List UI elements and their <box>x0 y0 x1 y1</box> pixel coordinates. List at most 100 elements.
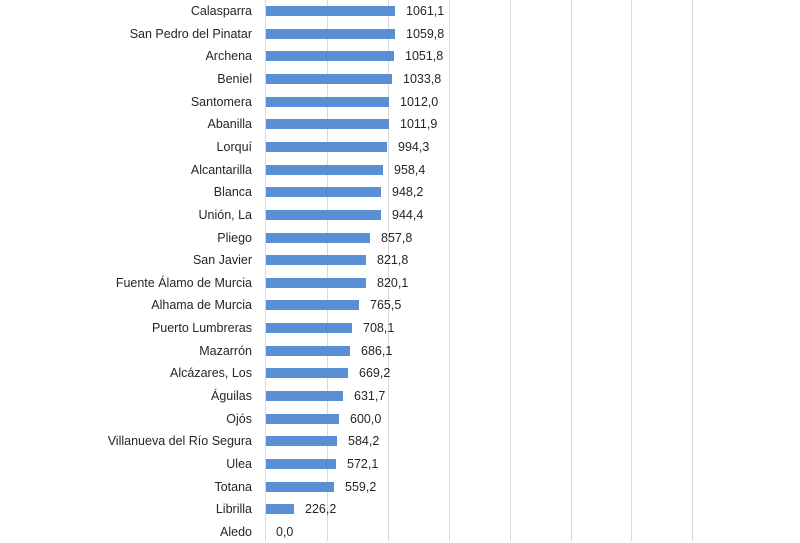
bar <box>266 210 381 220</box>
bar-row: Alcantarilla 958,4 <box>0 159 800 181</box>
bar <box>266 323 352 333</box>
bar <box>266 391 343 401</box>
bar <box>266 142 387 152</box>
bar-row: Fuente Álamo de Murcia 820,1 <box>0 272 800 294</box>
bar-row: Lorquí 994,3 <box>0 136 800 158</box>
bar-row: San Pedro del Pinatar 1059,8 <box>0 23 800 45</box>
value-label: 1011,9 <box>400 117 438 131</box>
value-label: 708,1 <box>363 321 395 335</box>
value-label: 994,3 <box>398 140 430 154</box>
value-label: 765,5 <box>370 298 402 312</box>
category-label: Alhama de Murcia <box>151 298 252 312</box>
category-label: Aledo <box>220 525 252 539</box>
gridline <box>388 0 389 541</box>
value-label: 600,0 <box>350 412 382 426</box>
bar <box>266 346 350 356</box>
value-label: 686,1 <box>361 344 393 358</box>
bar-row: Puerto Lumbreras 708,1 <box>0 317 800 339</box>
bar <box>266 436 337 446</box>
category-label: Águilas <box>211 389 252 403</box>
category-label: Alcázares, Los <box>170 366 252 380</box>
gridline <box>449 0 450 541</box>
bar <box>266 278 366 288</box>
bar-row: San Javier 821,8 <box>0 249 800 271</box>
value-label: 0,0 <box>276 525 294 539</box>
value-label: 1051,8 <box>405 49 444 63</box>
bar <box>266 368 348 378</box>
category-label: Mazarrón <box>199 344 252 358</box>
value-label: 1059,8 <box>406 27 445 41</box>
value-label: 944,4 <box>392 208 424 222</box>
category-axis-line <box>265 0 266 541</box>
bar <box>266 233 370 243</box>
bar-row: Alcázares, Los 669,2 <box>0 362 800 384</box>
category-label: Alcantarilla <box>190 163 252 177</box>
bar-row: Águilas 631,7 <box>0 385 800 407</box>
bar-row: Mazarrón 686,1 <box>0 340 800 362</box>
bar <box>266 51 394 61</box>
bar-row: Totana 559,2 <box>0 476 800 498</box>
value-label: 1012,0 <box>400 95 439 109</box>
value-label: 958,4 <box>394 163 426 177</box>
bar <box>266 414 339 424</box>
bar-row: Santomera 1012,0 <box>0 91 800 113</box>
bar <box>266 165 383 175</box>
category-label: San Javier <box>192 253 252 267</box>
category-label: Pliego <box>217 231 252 245</box>
gridline <box>510 0 511 541</box>
category-label: Librilla <box>215 502 252 516</box>
bar-row: Pliego 857,8 <box>0 227 800 249</box>
gridline <box>631 0 632 541</box>
category-label: Unión, La <box>198 208 252 222</box>
bar <box>266 459 336 469</box>
bar <box>266 300 359 310</box>
value-label: 631,7 <box>354 389 386 403</box>
bar <box>266 119 389 129</box>
category-label: Ojós <box>226 412 252 426</box>
category-label: San Pedro del Pinatar <box>129 27 252 41</box>
value-label: 669,2 <box>359 366 391 380</box>
value-label: 559,2 <box>345 480 377 494</box>
value-label: 820,1 <box>377 276 409 290</box>
bar <box>266 255 366 265</box>
bar-row: Aledo 0,0 <box>0 521 800 543</box>
category-label: Santomera <box>190 95 252 109</box>
value-label: 226,2 <box>305 502 337 516</box>
bar <box>266 97 389 107</box>
bar <box>266 29 395 39</box>
bar-row: Unión, La 944,4 <box>0 204 800 226</box>
category-label: Beniel <box>217 72 252 86</box>
bar-row: Calasparra 1061,1 <box>0 0 800 22</box>
gridline <box>327 0 328 541</box>
value-label: 572,1 <box>347 457 379 471</box>
bar <box>266 482 334 492</box>
bar <box>266 187 381 197</box>
category-label: Ulea <box>226 457 252 471</box>
category-label: Archena <box>205 49 252 63</box>
bar-row: Ulea 572,1 <box>0 453 800 475</box>
bar-row: Librilla 226,2 <box>0 498 800 520</box>
bar-row: Abanilla 1011,9 <box>0 113 800 135</box>
value-label: 857,8 <box>381 231 413 245</box>
value-label: 1061,1 <box>406 4 445 18</box>
category-label: Calasparra <box>190 4 252 18</box>
gridline <box>571 0 572 541</box>
category-label: Fuente Álamo de Murcia <box>115 276 252 290</box>
bar-row: Villanueva del Río Segura 584,2 <box>0 430 800 452</box>
bar <box>266 74 392 84</box>
category-label: Abanilla <box>207 117 252 131</box>
bar <box>266 504 294 514</box>
category-label: Lorquí <box>216 140 252 154</box>
gridline <box>692 0 693 541</box>
category-label: Puerto Lumbreras <box>151 321 252 335</box>
value-label: 584,2 <box>348 434 380 448</box>
bar <box>266 6 395 16</box>
category-label: Totana <box>214 480 252 494</box>
value-label: 821,8 <box>377 253 409 267</box>
bar-row: Ojós 600,0 <box>0 408 800 430</box>
bar-row: Beniel 1033,8 <box>0 68 800 90</box>
bar-row: Alhama de Murcia 765,5 <box>0 294 800 316</box>
value-label: 1033,8 <box>403 72 442 86</box>
category-label: Blanca <box>213 185 252 199</box>
